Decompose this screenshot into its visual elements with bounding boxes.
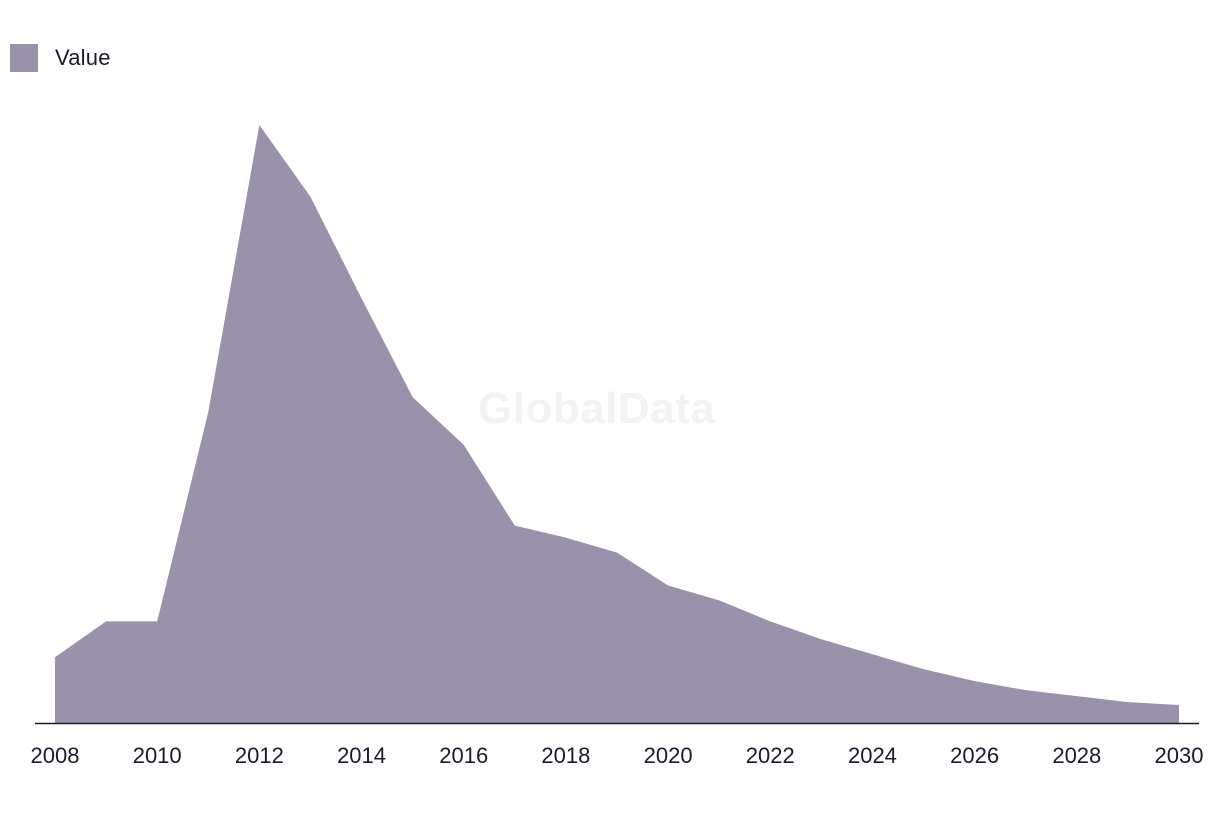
legend-swatch <box>10 44 38 72</box>
x-tick-label: 2014 <box>337 743 386 768</box>
x-tick-label: 2026 <box>950 743 999 768</box>
area-series-0 <box>55 125 1179 723</box>
x-tick-label: 2020 <box>644 743 693 768</box>
x-tick-label: 2016 <box>439 743 488 768</box>
x-tick-label: 2030 <box>1155 743 1204 768</box>
x-tick-label: 2022 <box>746 743 795 768</box>
chart-legend: Value <box>10 44 111 72</box>
watermark-logo: GlobalData <box>478 384 716 433</box>
legend-label: Value <box>55 45 111 70</box>
x-tick-label: 2024 <box>848 743 897 768</box>
x-tick-label: 2018 <box>541 743 590 768</box>
x-tick-label: 2010 <box>133 743 182 768</box>
x-tick-label: 2008 <box>31 743 80 768</box>
x-tick-label: 2012 <box>235 743 284 768</box>
x-tick-label: 2028 <box>1052 743 1101 768</box>
